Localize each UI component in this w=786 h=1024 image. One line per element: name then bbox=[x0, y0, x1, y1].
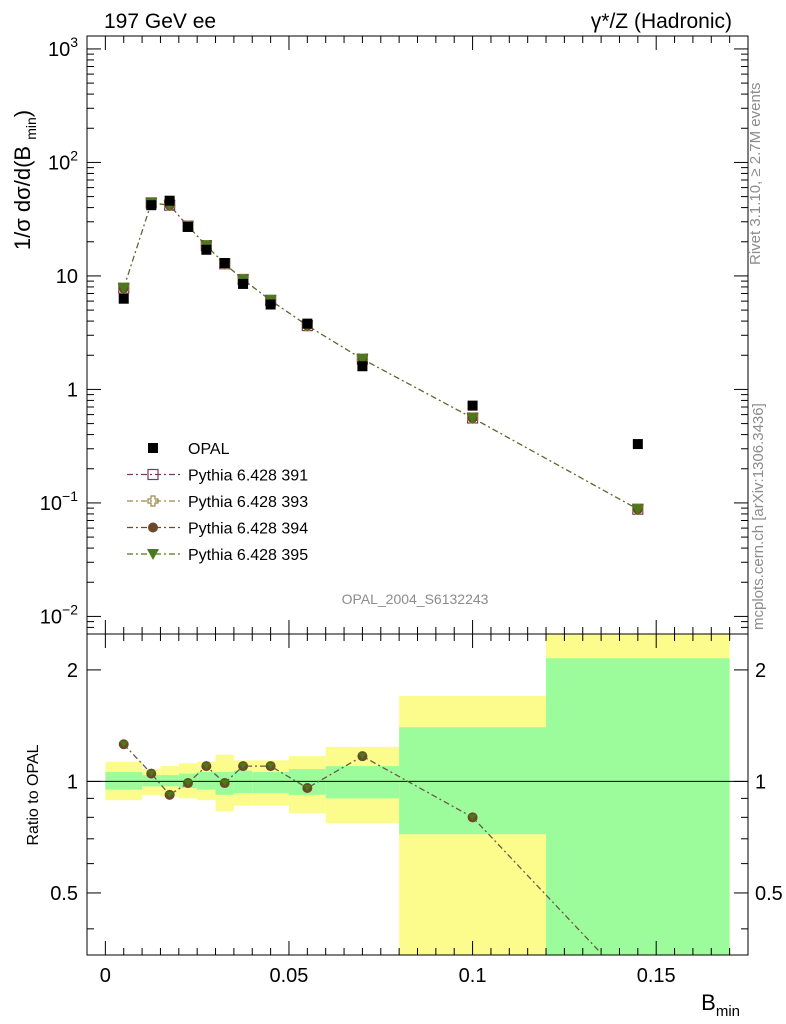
data-point bbox=[357, 361, 368, 372]
legend-label: Pythia 6.428 393 bbox=[188, 494, 308, 511]
stat-uncertainty-band bbox=[160, 775, 179, 787]
legend-label: Pythia 6.428 391 bbox=[188, 468, 308, 485]
data-point bbox=[265, 299, 276, 310]
main-y-axis-title: 1/σ dσ/d(B min) bbox=[10, 110, 39, 250]
point-triangle-down-filled bbox=[466, 413, 479, 425]
ratio-point-overlay bbox=[358, 753, 367, 760]
y-tick-label: 10−2 bbox=[40, 601, 78, 628]
ratio-point-overlay bbox=[303, 784, 312, 791]
analysis-id: OPAL_2004_S6132243 bbox=[342, 591, 489, 607]
y-tick-label: 103 bbox=[48, 34, 78, 61]
ratio-point-overlay bbox=[239, 763, 248, 770]
data-point bbox=[219, 257, 230, 268]
process-title: γ*/Z (Hadronic) bbox=[591, 10, 732, 33]
data-point bbox=[146, 200, 157, 211]
mcplots-label: mcplots.cern.ch [arXiv:1306.3436] bbox=[750, 403, 767, 630]
legend-label: Pythia 6.428 394 bbox=[188, 521, 308, 538]
legend-marker bbox=[148, 443, 158, 453]
x-title-subscript: min bbox=[716, 1003, 740, 1020]
stat-uncertainty-band bbox=[197, 772, 216, 790]
ratio-point-overlay bbox=[468, 814, 477, 821]
y-tick-label-base: 10 bbox=[40, 493, 62, 515]
ratio-y-tick-label-right: 2 bbox=[755, 660, 766, 682]
mc-line bbox=[123, 202, 639, 510]
main-plot-frame bbox=[86, 35, 749, 635]
ratio-y-tick-label-left: 2 bbox=[67, 660, 78, 682]
x-title-main: B bbox=[701, 990, 716, 1015]
ratio-y-tick-label-left: 1 bbox=[67, 771, 78, 793]
y-tick-label-exponent: 2 bbox=[70, 147, 78, 163]
y-tick-label-exponent: 3 bbox=[70, 34, 78, 50]
ratio-y-tick-label-right: 1 bbox=[755, 771, 766, 793]
stat-uncertainty-band bbox=[325, 766, 400, 799]
stat-uncertainty-band bbox=[546, 658, 730, 955]
data-point bbox=[201, 244, 212, 255]
data-point bbox=[632, 439, 643, 450]
ratio-point-overlay bbox=[165, 791, 174, 798]
x-tick-label: 0.1 bbox=[459, 965, 487, 987]
stat-uncertainty-band bbox=[252, 772, 289, 794]
y-tick-label: 1 bbox=[67, 379, 78, 401]
legend-marker bbox=[147, 468, 159, 481]
legend-marker bbox=[148, 522, 158, 533]
ratio-point-overlay bbox=[183, 780, 192, 787]
y-tick-label-base: 10 bbox=[48, 39, 70, 61]
legend-label: Pythia 6.428 395 bbox=[188, 547, 308, 564]
ratio-point-overlay bbox=[266, 763, 275, 770]
ratio-y-tick-label-left: 0.5 bbox=[50, 883, 78, 905]
y-tick-label: 10−1 bbox=[40, 488, 78, 515]
x-axis-title: Bmin bbox=[701, 990, 740, 1020]
data-point bbox=[302, 318, 313, 329]
point-triangle-down-filled bbox=[117, 283, 130, 295]
y-tick-label-base: 10 bbox=[40, 606, 62, 628]
x-tick-label: 0.05 bbox=[270, 965, 309, 987]
data-point bbox=[182, 221, 193, 232]
legend-marker bbox=[147, 549, 159, 560]
point-triangle-down-filled bbox=[356, 354, 369, 366]
rivet-label: Rivet 3.1.10, ≥ 2.7M events bbox=[747, 83, 764, 266]
y-tick-label-exponent: −1 bbox=[62, 488, 78, 504]
energy-title: 197 GeV ee bbox=[104, 10, 216, 33]
ratio-y-axis-title: Ratio to OPAL bbox=[25, 744, 42, 845]
ratio-plot: 0.5 0.5 1 1 2 2 0 0.05 0.1 0.15 bbox=[50, 633, 783, 987]
data-point bbox=[164, 195, 175, 206]
x-tick-label: 0 bbox=[100, 965, 111, 987]
ratio-y-tick-label-right: 0.5 bbox=[755, 883, 783, 905]
y-tick-label: 102 bbox=[48, 147, 78, 174]
point-triangle-down-filled bbox=[631, 504, 644, 516]
x-tick-label: 0.15 bbox=[637, 965, 676, 987]
stat-uncertainty-band bbox=[105, 772, 143, 790]
y-tick-label-base: 10 bbox=[48, 152, 70, 174]
ratio-point-overlay bbox=[147, 770, 156, 777]
ratio-point-overlay bbox=[202, 763, 211, 770]
stat-uncertainty-band bbox=[142, 775, 161, 787]
legend-marker bbox=[147, 495, 159, 507]
y-tick-label: 10 bbox=[56, 266, 78, 288]
ratio-point-overlay bbox=[220, 780, 229, 787]
legend-label: OPAL bbox=[188, 441, 230, 458]
main-y-axis-title-text: 1/σ dσ/d(B bbox=[10, 146, 35, 250]
y-title-subscript: min bbox=[23, 117, 39, 140]
data-point bbox=[467, 400, 478, 411]
legend: OPAL Pythia 6.428 391 Pythia 6.428 393 Pyth… bbox=[127, 441, 308, 564]
y-title-tail: ) bbox=[10, 110, 35, 117]
y-tick-label-exponent: −2 bbox=[62, 601, 78, 617]
data-point bbox=[238, 278, 249, 289]
data-point bbox=[118, 293, 129, 304]
ratio-point-overlay bbox=[119, 741, 128, 748]
